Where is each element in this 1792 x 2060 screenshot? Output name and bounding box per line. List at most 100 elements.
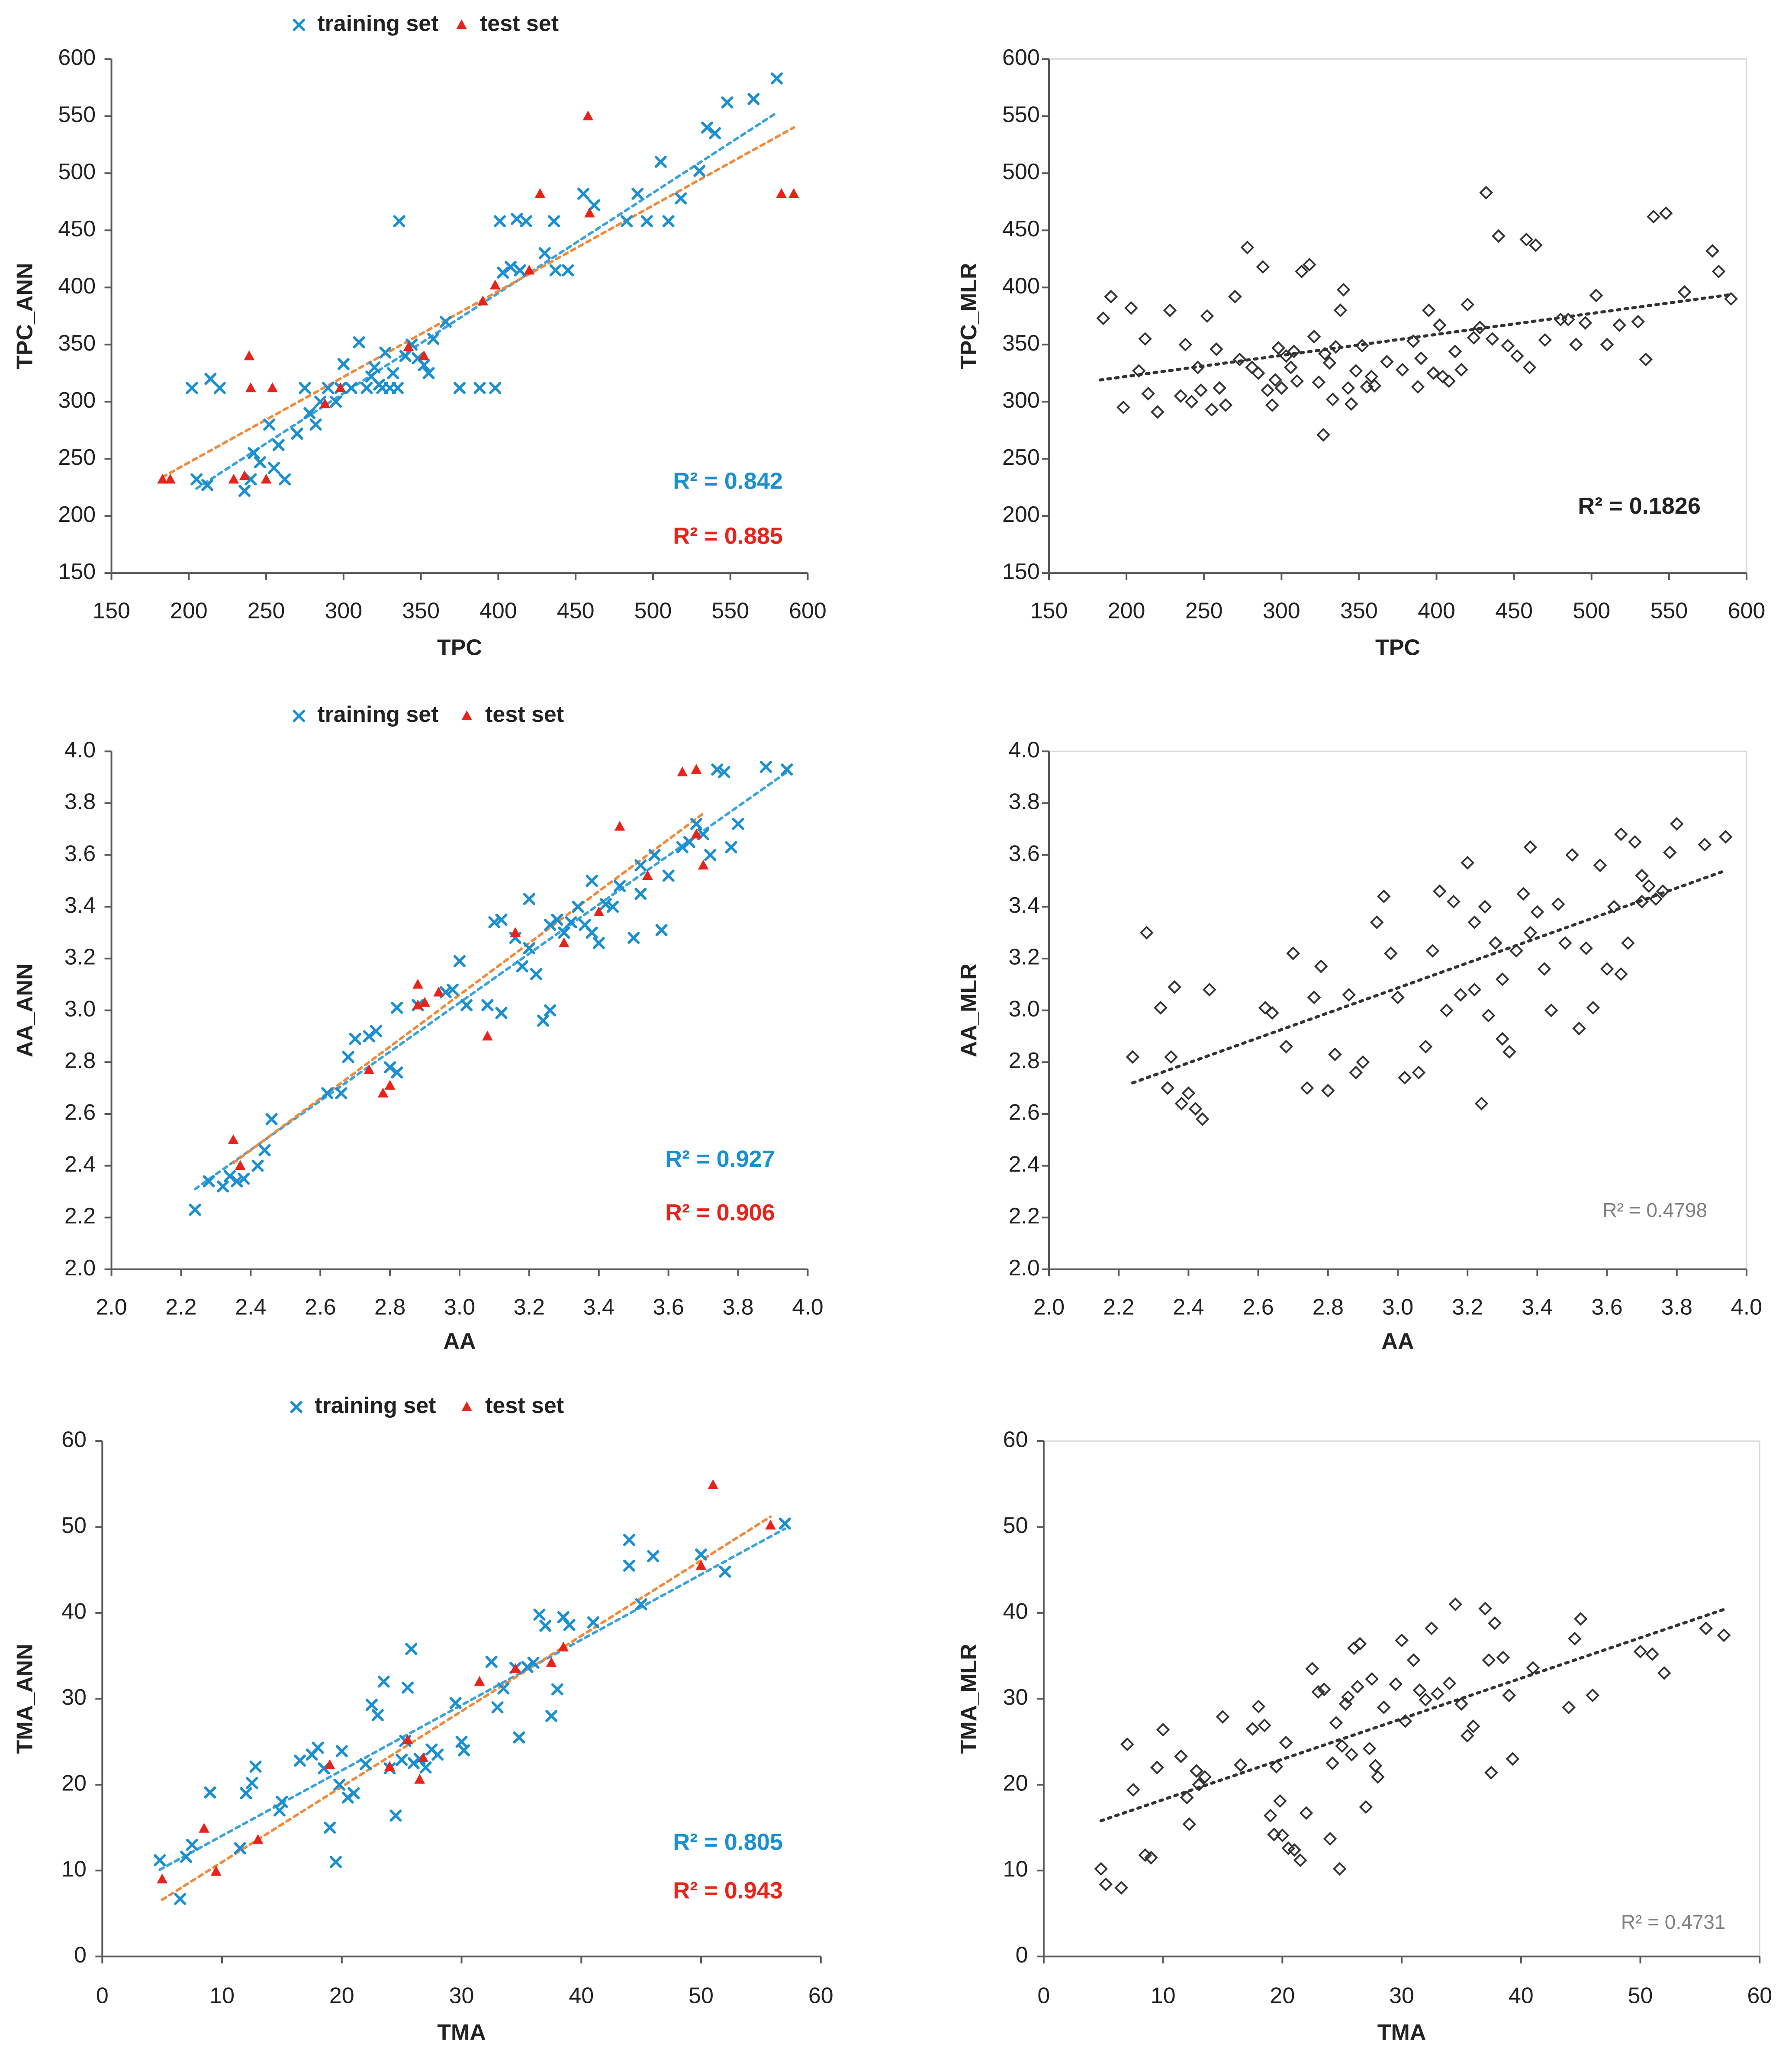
training-point xyxy=(635,1598,647,1611)
data-point xyxy=(1163,303,1177,317)
y-tick-label: 3.6 xyxy=(64,841,96,866)
data-point xyxy=(1132,364,1146,378)
training-point xyxy=(360,1758,372,1770)
training-point xyxy=(291,428,303,440)
training-point xyxy=(711,763,724,776)
x-tick-label: 4.0 xyxy=(1731,1295,1762,1320)
training-point xyxy=(551,1683,563,1696)
data-point xyxy=(1519,232,1534,247)
data-point xyxy=(1326,1756,1339,1770)
test-point xyxy=(418,350,430,360)
data-point xyxy=(1485,332,1499,346)
y-tick-label: 400 xyxy=(1002,274,1040,299)
data-point xyxy=(1265,398,1279,412)
data-point xyxy=(1284,360,1298,374)
test-point xyxy=(558,1642,569,1652)
test-point xyxy=(377,1088,389,1098)
x-tick-label: 200 xyxy=(1108,599,1145,624)
data-point xyxy=(1342,988,1356,1002)
training-point xyxy=(701,121,714,134)
training-point xyxy=(779,1517,791,1530)
chart-tpc-mlr: 150 200 250 300 350 400 450 500 550 600 150 200 250 3… xyxy=(956,45,1765,660)
y-tick-label: 2.4 xyxy=(64,1152,96,1177)
training-point xyxy=(572,901,584,913)
data-point xyxy=(1631,315,1645,329)
test-point xyxy=(788,188,799,198)
y-tick-label: 150 xyxy=(58,559,96,584)
test-point xyxy=(584,207,595,218)
training-point xyxy=(497,266,509,279)
data-point xyxy=(1156,1722,1170,1737)
training-point xyxy=(473,382,486,394)
data-point xyxy=(1240,241,1255,254)
data-point xyxy=(1344,397,1358,411)
data-point xyxy=(1569,338,1583,352)
training-point xyxy=(759,761,772,773)
training-point xyxy=(454,382,466,394)
data-point xyxy=(1495,972,1509,986)
training-point xyxy=(234,1842,246,1854)
y-tick-label: 4.0 xyxy=(64,737,96,763)
data-point xyxy=(1307,990,1321,1004)
training-point xyxy=(718,766,730,779)
data-point xyxy=(1578,316,1593,330)
data-point xyxy=(1522,360,1537,374)
y-tick-label: 0 xyxy=(74,1942,87,1967)
training-point xyxy=(231,1175,243,1188)
y-tick-label: 2.2 xyxy=(64,1204,96,1229)
data-point xyxy=(1210,342,1223,356)
training-point xyxy=(345,382,357,394)
test-point xyxy=(776,188,787,198)
data-point xyxy=(1642,879,1656,893)
y-tick-label: 2.8 xyxy=(64,1048,96,1073)
data-point xyxy=(1355,339,1369,353)
legend-test-label: test set xyxy=(480,11,559,36)
test-point xyxy=(384,1080,396,1090)
data-point xyxy=(1614,827,1628,841)
training-point xyxy=(704,849,717,861)
data-point xyxy=(1322,356,1337,370)
data-point xyxy=(1161,1081,1174,1095)
data-point xyxy=(1478,1602,1492,1616)
x-axis-title: TMA xyxy=(437,2020,486,2045)
y-tick-label: 2.6 xyxy=(64,1100,96,1125)
training-point xyxy=(721,96,734,109)
training-point xyxy=(324,1822,336,1834)
training-point xyxy=(623,1534,635,1546)
data-point xyxy=(1245,1722,1260,1736)
data-point xyxy=(1454,988,1467,1002)
r-squared-label: R² = 0.4731 xyxy=(1621,1911,1726,1933)
data-point xyxy=(1377,1700,1391,1715)
training-point xyxy=(189,1204,201,1216)
data-point xyxy=(1178,338,1193,352)
x-tick-label: 50 xyxy=(688,1983,714,2008)
r-squared-label: R² = 0.885 xyxy=(673,523,783,549)
legend-training-label: training set xyxy=(317,11,438,36)
test-point xyxy=(642,870,653,880)
data-point xyxy=(1302,258,1316,272)
chart-tma-ann: 0 10 20 30 40 50 60 0 10 20 30 40 50 60 TMA TMA_ANN trai… xyxy=(12,1393,833,2045)
test-point xyxy=(228,473,239,484)
data-point xyxy=(1502,1688,1516,1703)
training-point xyxy=(204,1786,216,1799)
trendline-test-set xyxy=(232,812,705,1165)
chart-aa-ann: 2.0 2.2 2.4 2.6 2.8 3.0 3.2 3.4 3.6 3.8 4.0 2.0 2.2 2… xyxy=(12,702,823,1354)
training-point xyxy=(278,473,291,486)
data-point xyxy=(1663,845,1677,859)
data-point xyxy=(1191,360,1205,374)
data-point xyxy=(1359,1800,1373,1814)
x-tick-label: 3.8 xyxy=(1661,1295,1692,1320)
data-point xyxy=(1502,1045,1516,1059)
data-point xyxy=(1265,1006,1279,1020)
data-point xyxy=(1273,1794,1287,1808)
data-point xyxy=(1724,292,1738,306)
data-point xyxy=(1600,962,1614,976)
test-point xyxy=(210,1866,222,1876)
y-tick-label: 10 xyxy=(61,1857,87,1882)
test-point xyxy=(199,1823,209,1833)
training-point xyxy=(360,382,373,394)
y-tick-label: 500 xyxy=(58,159,96,184)
data-point xyxy=(1351,1680,1364,1694)
data-point xyxy=(1202,982,1216,997)
data-point xyxy=(1232,352,1247,367)
